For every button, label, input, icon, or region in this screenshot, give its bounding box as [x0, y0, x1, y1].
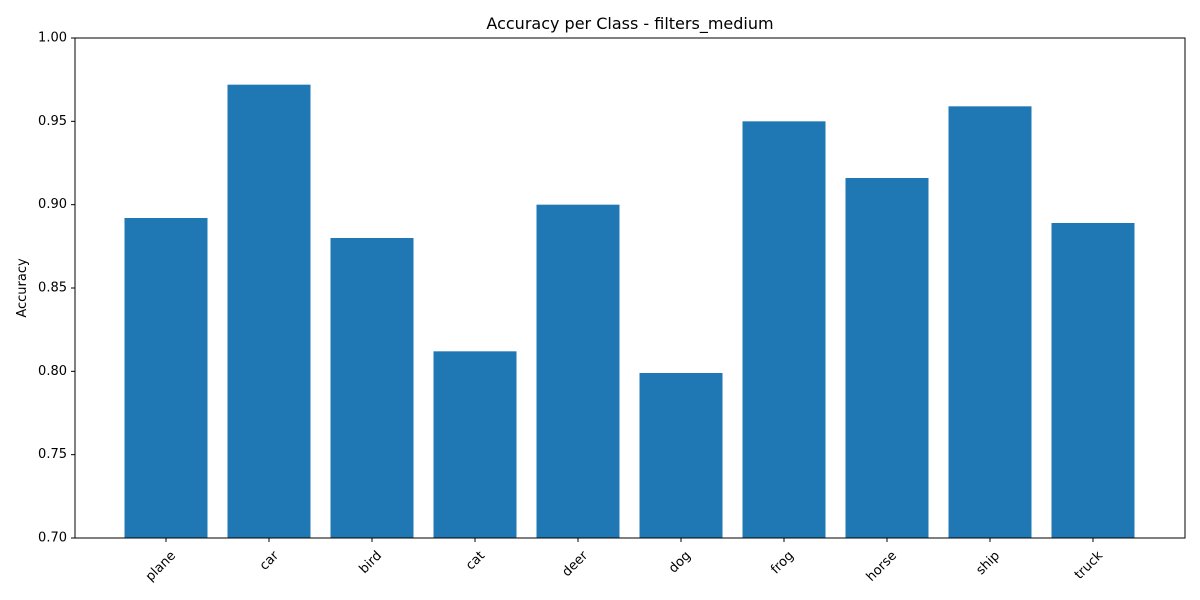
y-tick-label: 0.95 [38, 114, 67, 129]
bar-cat [433, 351, 517, 538]
y-tick-label: 0.75 [38, 447, 67, 462]
chart-title: Accuracy per Class - filters_medium [486, 14, 773, 34]
bar-truck [1051, 223, 1135, 538]
y-axis: 0.70 0.75 0.80 0.85 0.90 0.95 1.00 [38, 31, 75, 546]
y-tick-label: 0.85 [38, 281, 67, 296]
bar-car [227, 84, 311, 539]
y-tick-label: 0.80 [38, 364, 67, 379]
bar-bird [330, 238, 414, 538]
bars-group [124, 84, 1135, 539]
bar-plane [124, 218, 208, 538]
y-tick-label: 0.90 [38, 197, 67, 212]
bar-dog [639, 373, 723, 538]
bar-frog [742, 121, 826, 538]
bar-ship [948, 106, 1032, 538]
y-tick-label: 0.70 [38, 531, 67, 546]
y-tick-label: 1.00 [38, 31, 67, 46]
y-axis-title: Accuracy [15, 258, 30, 318]
bar-deer [536, 204, 620, 538]
bar-horse [845, 178, 929, 538]
plot-frame [74, 37, 1186, 539]
